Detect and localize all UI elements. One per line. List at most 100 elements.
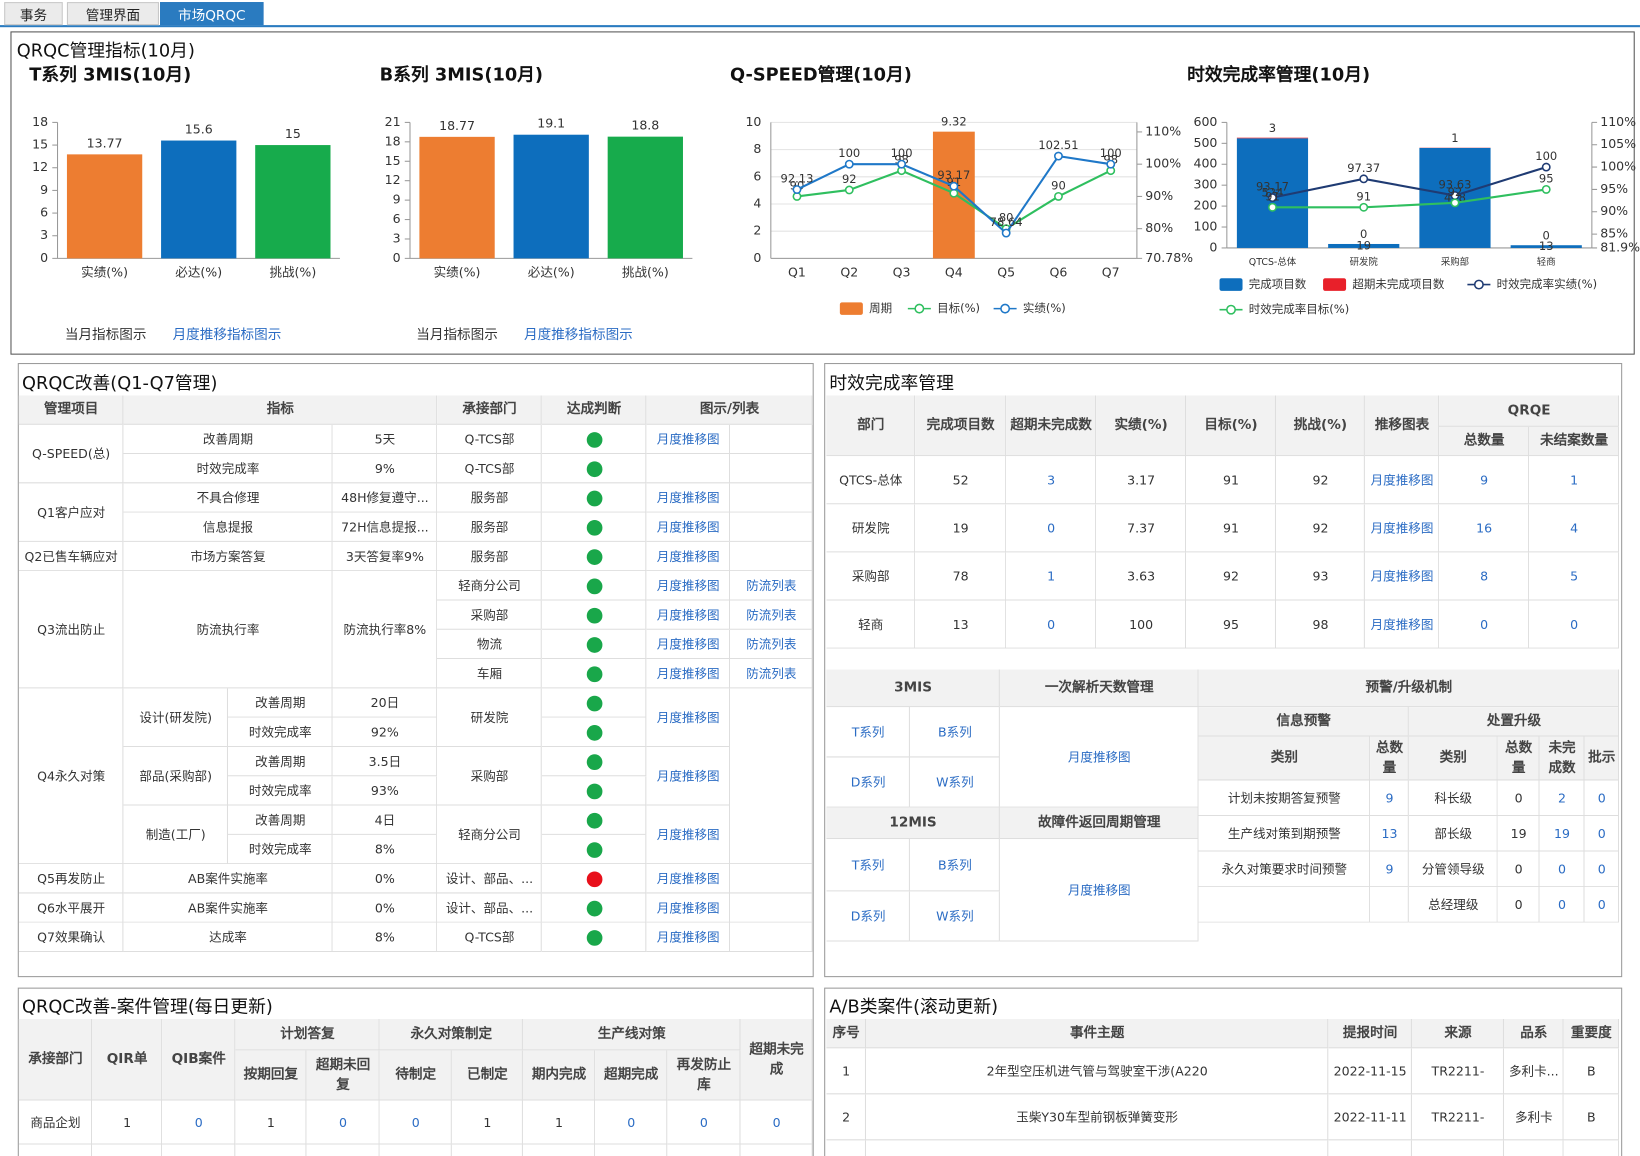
table-cell[interactable]: 0	[162, 1101, 235, 1145]
table-cell[interactable]: 0	[1006, 504, 1096, 552]
table-cell: 防流执行率8%	[333, 571, 438, 688]
table-cell[interactable]: 月度推移图	[646, 923, 730, 952]
table-cell[interactable]: 5	[1529, 552, 1619, 600]
table-cell[interactable]: 0	[740, 1101, 812, 1145]
table-cell[interactable]: 9	[1439, 456, 1529, 504]
table-cell[interactable]: 0	[1585, 780, 1620, 816]
table-cell[interactable]: 0	[1540, 852, 1585, 888]
table-cell: 7.37	[1096, 504, 1186, 552]
table-cell[interactable]: 0	[380, 1101, 452, 1145]
tab[interactable]: 事务	[4, 2, 63, 26]
table-cell[interactable]: 月度推移图	[646, 630, 730, 659]
table-cell[interactable]: 9	[1370, 780, 1409, 816]
table-cell[interactable]: 9	[1370, 852, 1409, 888]
table-cell[interactable]: 月度推移图	[646, 806, 730, 865]
legend-label: 实绩(%)	[1023, 301, 1066, 315]
data-label: 19	[1356, 238, 1371, 252]
table-header: 超期未回复	[306, 1050, 380, 1101]
table-cell: 0	[1498, 887, 1540, 923]
data-label: 92.13	[781, 172, 814, 186]
legend-label: 目标(%)	[937, 301, 980, 315]
table-cell[interactable]: 0	[1529, 601, 1619, 649]
table-cell: TR2211-	[1412, 1094, 1504, 1140]
point	[1268, 202, 1277, 212]
table-cell[interactable]: 3	[1006, 456, 1096, 504]
legend-label: 完成项目数	[1249, 277, 1307, 291]
table-cell[interactable]: 16	[1439, 504, 1529, 552]
chart-link[interactable]: 月度推移指标图示	[523, 327, 633, 344]
table-cell[interactable]: 13	[1370, 816, 1409, 852]
table-cell[interactable]: 0	[667, 1101, 740, 1145]
table-cell[interactable]: 2	[1540, 780, 1585, 816]
table-cell[interactable]: 月度推移图	[1365, 456, 1439, 504]
legend-swatch	[914, 303, 925, 314]
table-cell[interactable]: D系列	[826, 891, 910, 941]
table-cell[interactable]: 月度推移图	[646, 659, 730, 688]
table-cell[interactable]: 0	[1585, 887, 1620, 923]
table-cell[interactable]: 防流列表	[730, 630, 813, 659]
table-cell[interactable]: D系列	[826, 757, 910, 807]
table-cell[interactable]: 月度推移图	[1365, 601, 1439, 649]
table-cell[interactable]: 0	[306, 1101, 379, 1145]
table-cell: 48H修复遵守...	[333, 483, 438, 512]
table-cell[interactable]: 防流列表	[730, 601, 813, 630]
table-cell[interactable]: W系列	[910, 891, 1000, 941]
table-cell[interactable]: 月度推移图	[646, 513, 730, 542]
x-tick-label: Q6	[1050, 265, 1068, 280]
table-cell[interactable]: T系列	[826, 707, 910, 757]
table-cell[interactable]: 月度推移图	[646, 688, 730, 747]
table-cell: 3天答复率9%	[333, 542, 438, 571]
table-cell[interactable]: W系列	[910, 757, 1000, 807]
table-header: 永久对策制定	[379, 1018, 523, 1051]
table-cell[interactable]: 0	[1006, 601, 1096, 649]
tab[interactable]: 管理界面	[66, 2, 159, 26]
table-cell: 19	[1498, 816, 1540, 852]
table-cell[interactable]: 0	[595, 1101, 667, 1145]
improve-panel	[17, 363, 814, 978]
table-header: 目标(%)	[1186, 395, 1276, 457]
table-cell[interactable]: 0	[1439, 601, 1529, 649]
table-cell[interactable]: 月度推移图	[646, 601, 730, 630]
chart-link[interactable]: 当月指标图示	[416, 327, 498, 344]
table-cell[interactable]: 8	[1439, 552, 1529, 600]
table-cell[interactable]: 月度推移图	[1000, 707, 1199, 807]
table-header: 实绩(%)	[1096, 395, 1187, 457]
table-cell[interactable]: 月度推移图	[646, 571, 730, 600]
table-cell: 时效完成率	[228, 776, 333, 805]
table-cell[interactable]: 防流列表	[730, 571, 813, 600]
status-cell	[542, 776, 647, 805]
tab[interactable]: 市场QRQC	[160, 2, 264, 26]
table-cell[interactable]: 月度推移图	[646, 483, 730, 512]
bar	[66, 154, 143, 259]
point	[792, 185, 802, 195]
y2-tick-label: 110%	[1600, 114, 1636, 129]
table-cell[interactable]: B系列	[910, 839, 1000, 891]
table-cell[interactable]: 4	[1529, 504, 1619, 552]
table-cell[interactable]: 月度推移图	[646, 425, 730, 454]
table-cell[interactable]: 1	[1529, 456, 1619, 504]
table-cell[interactable]: 0	[1585, 816, 1620, 852]
table-header: 重要度	[1563, 1018, 1620, 1049]
table-cell[interactable]: 19	[1540, 816, 1585, 852]
table-cell[interactable]: 0	[1540, 887, 1585, 923]
table-header: 品系	[1504, 1018, 1564, 1049]
table-cell[interactable]: 月度推移图	[1365, 552, 1439, 600]
table-cell[interactable]: 防流列表	[730, 659, 813, 688]
table-cell[interactable]: T系列	[826, 839, 910, 891]
table-cell[interactable]: 月度推移图	[646, 893, 730, 922]
table-cell[interactable]: 1	[1006, 552, 1096, 600]
table-cell[interactable]: 月度推移图	[1000, 839, 1199, 942]
empty-cell	[380, 1145, 452, 1156]
table-cell[interactable]: 月度推移图	[646, 747, 730, 806]
bar	[255, 145, 331, 259]
chart-link[interactable]: 月度推移指标图示	[172, 327, 282, 344]
table-cell[interactable]: 月度推移图	[646, 542, 730, 571]
legend-swatch	[839, 302, 863, 315]
table-cell[interactable]: 月度推移图	[1365, 504, 1439, 552]
chart-link[interactable]: 当月指标图示	[64, 327, 147, 344]
table-cell[interactable]: 月度推移图	[646, 864, 730, 893]
table-cell: 92	[1186, 552, 1276, 600]
point	[1106, 159, 1116, 169]
table-cell[interactable]: 0	[1585, 852, 1620, 888]
table-cell[interactable]: B系列	[910, 707, 1000, 757]
